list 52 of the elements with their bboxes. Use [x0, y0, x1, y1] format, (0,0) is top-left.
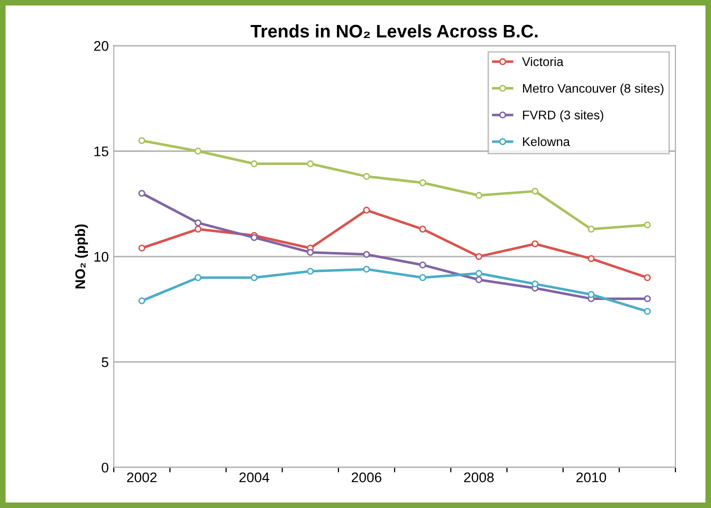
point	[588, 291, 595, 298]
point	[138, 244, 146, 252]
point	[532, 240, 538, 248]
point	[532, 188, 538, 195]
y-tick-label: 20	[94, 41, 108, 51]
point	[306, 160, 314, 168]
y-axis-title: NO₂ (ppb)	[74, 224, 88, 288]
point	[419, 226, 426, 233]
point	[138, 137, 146, 144]
point	[363, 206, 370, 214]
point	[644, 221, 651, 228]
point	[644, 308, 651, 315]
legend-label: Victoria	[522, 56, 564, 66]
point	[475, 270, 482, 277]
chart-title: Trends in NO₂ Levels Across B.C.	[250, 24, 538, 38]
point	[419, 274, 426, 282]
point	[363, 250, 370, 258]
point	[194, 148, 202, 155]
legend-label: Kelowna	[523, 136, 570, 146]
y-tick-label: 0	[102, 462, 108, 473]
point	[250, 234, 258, 242]
y-tick-label: 5	[102, 357, 108, 368]
point	[475, 276, 482, 284]
y-tick-label: 15	[94, 146, 108, 156]
x-tick-label: 2002	[127, 472, 157, 482]
legend-label: FVRD (3 sites)	[523, 110, 604, 122]
x-tick-label: 2008	[464, 472, 494, 482]
point	[138, 190, 146, 197]
point	[250, 160, 258, 168]
point	[194, 226, 202, 233]
point	[588, 255, 595, 262]
point	[194, 219, 202, 226]
point	[306, 248, 314, 256]
point	[194, 274, 202, 282]
point	[475, 192, 482, 199]
point	[644, 274, 651, 282]
y-tick-label: 10	[94, 252, 108, 262]
x-tick-label: 2010	[576, 472, 606, 482]
point	[588, 226, 595, 233]
point	[419, 262, 426, 268]
point	[363, 172, 370, 180]
point	[306, 268, 314, 275]
x-tick-label: 2004	[239, 472, 270, 482]
point	[250, 274, 258, 282]
point	[532, 280, 538, 288]
point	[138, 297, 146, 304]
point	[363, 266, 370, 273]
x-tick-label: 2006	[352, 472, 382, 482]
point	[475, 253, 482, 260]
point	[419, 179, 426, 186]
point	[644, 295, 651, 302]
legend-label: Metro Vancouver (8 sites)	[523, 84, 664, 96]
